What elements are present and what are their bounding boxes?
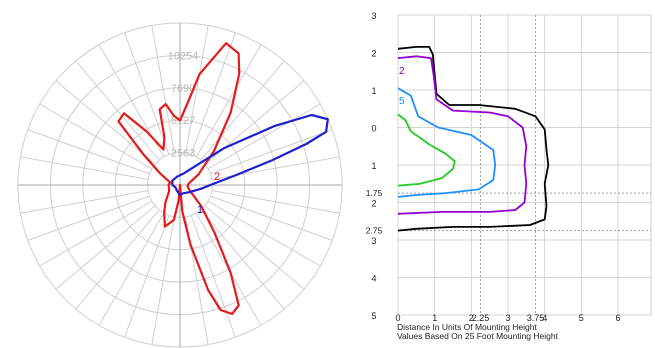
iso-contour-1 <box>397 46 550 232</box>
iso-y-tick-label: 2 <box>371 49 376 59</box>
iso-x-tick-label: 5 <box>579 313 584 323</box>
polar-grid <box>17 22 343 348</box>
iso-y-tick-label: 1 <box>371 86 376 96</box>
polar-spoke <box>210 195 333 241</box>
iso-x-tick-label: 0 <box>395 313 400 323</box>
polar-spoke <box>27 195 150 241</box>
iso-x-tick-label: 4 <box>542 313 547 323</box>
iso-x-tick-label: 3.75 <box>527 313 545 323</box>
polar-radial-tick-label: 7690 <box>171 83 195 95</box>
iso-contour-3 <box>397 87 497 198</box>
polar-spoke <box>207 103 321 170</box>
polar-spoke <box>124 32 170 155</box>
polar-spoke <box>75 209 160 310</box>
iso-x-tick-label: 6 <box>615 313 620 323</box>
polar-spoke <box>55 80 156 165</box>
mounting-height-note: Values Based On 25 Foot Mounting Height <box>397 331 558 341</box>
iso-grid <box>397 14 652 316</box>
polar-spoke <box>27 129 150 175</box>
polar-spoke <box>98 212 165 326</box>
iso-contour-2 <box>397 55 528 215</box>
polar-spoke <box>200 209 285 310</box>
polar-series-2-curve <box>171 113 329 197</box>
polar-spoke <box>124 215 170 338</box>
polar-spoke <box>204 205 305 290</box>
iso-y-tick-label: 3 <box>371 11 376 21</box>
iso-x-tick-label: 2.25 <box>472 313 490 323</box>
polar-spoke <box>190 215 236 338</box>
iso-x-tick-label: 3 <box>505 313 510 323</box>
polar-spoke <box>211 190 340 214</box>
polar-spoke <box>200 60 285 161</box>
polar-spoke <box>39 103 153 170</box>
polar-series-group: 21 <box>117 42 329 315</box>
iso-y-tick-label: 3 <box>371 236 376 246</box>
polar-spoke <box>20 156 149 180</box>
iso-y-tick-label: 4 <box>371 274 376 284</box>
polar-spoke <box>210 129 333 175</box>
polar-series-1-curve <box>117 42 241 315</box>
iso-x-tick-label: 2 <box>469 313 474 323</box>
x-axis-title: Distance In Units Of Mounting Height <box>397 322 537 332</box>
polar-spoke <box>207 200 321 267</box>
iso-y-tick-label: 5 <box>371 311 376 321</box>
polar-spoke <box>75 60 160 161</box>
iso-y-reference-tick-label: 1.75 <box>366 188 383 198</box>
polar-spoke <box>20 190 149 214</box>
polar-spoke <box>151 25 175 154</box>
iso-y-tick-label: 2 <box>371 199 376 209</box>
polar-series-1-label: 2 <box>214 171 220 183</box>
iso-y-tick-label: 0 <box>371 124 376 134</box>
iso-series-group: 25 <box>397 46 550 232</box>
iso-contour-4 <box>397 113 456 187</box>
iso-y-reference-tick-label: 2.75 <box>366 226 383 236</box>
polar-spoke <box>151 216 175 345</box>
polar-spoke <box>195 44 262 158</box>
iso-x-tick-label: 1 <box>432 313 437 323</box>
polar-spoke <box>190 32 236 155</box>
iso-y-tick-label: 1 <box>371 161 376 171</box>
polar-spoke <box>185 25 209 154</box>
iso-contour-2-label: 2 <box>399 66 405 77</box>
iso-contour-3-label: 5 <box>399 96 405 107</box>
polar-spoke <box>55 205 156 290</box>
polar-radial-tick-label: 10254 <box>168 50 199 62</box>
polar-spoke <box>39 200 153 267</box>
polar-series-2-label: 1 <box>197 204 203 216</box>
polar-radial-tick-label: 2563 <box>171 148 195 160</box>
